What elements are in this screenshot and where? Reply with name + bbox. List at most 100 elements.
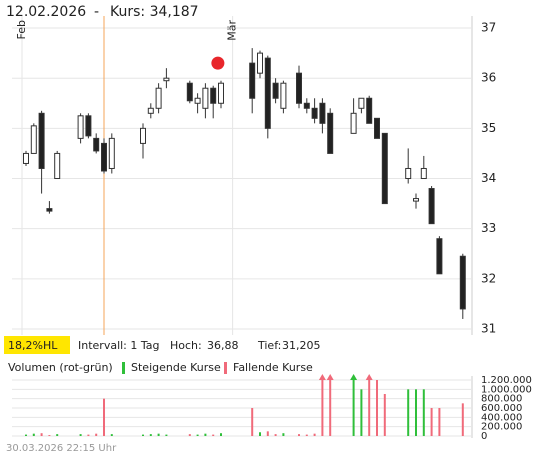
candle-body <box>366 97 373 124</box>
overflow-arrow <box>365 374 373 380</box>
volume-bar <box>407 389 410 436</box>
volume-bar <box>298 434 300 436</box>
candle-body <box>210 87 217 104</box>
volume-bar <box>266 431 269 436</box>
candle-body <box>428 188 435 225</box>
header-separator: - <box>94 4 99 20</box>
candle-body <box>147 107 154 114</box>
y-tick-label: 35 <box>481 121 496 135</box>
candle-body <box>30 125 37 154</box>
overflow-arrow <box>350 374 358 380</box>
candle-body <box>202 87 209 109</box>
volume-bar <box>376 380 378 436</box>
candle-body <box>249 62 256 99</box>
candle-body <box>436 238 443 275</box>
volume-bar <box>32 433 35 436</box>
high: 36,88 <box>207 339 239 352</box>
x-tick-label: Mär <box>226 20 239 41</box>
overflow-arrow <box>318 374 326 380</box>
y-tick-label: 1.200.000 <box>481 375 532 386</box>
y-tick-label: 600.000 <box>481 403 522 414</box>
candle-body <box>93 137 100 152</box>
candle-body <box>186 82 193 102</box>
candle-body <box>358 97 365 109</box>
volume-bar <box>352 380 355 436</box>
volume-bar <box>329 380 332 436</box>
legend-label: Steigende Kurse <box>131 361 221 374</box>
candle-body <box>319 102 326 124</box>
candle-body <box>272 82 279 99</box>
y-tick-label: 32 <box>481 271 496 285</box>
header-price: Kurs: 34,187 <box>110 4 199 20</box>
candle-body <box>23 152 29 164</box>
y-tick-label: 200.000 <box>481 422 522 433</box>
candle-body <box>420 167 427 180</box>
volume-bar <box>188 434 191 436</box>
volume-bar <box>79 434 82 436</box>
volume-bar <box>313 433 316 436</box>
candle-body <box>280 82 287 109</box>
volume-bar <box>157 433 160 436</box>
volume-bar <box>415 389 417 436</box>
y-tick-label: 1.000.000 <box>481 384 532 395</box>
candle-body <box>85 115 92 137</box>
legend-swatch <box>122 362 125 374</box>
interval: Intervall: 1 Tag <box>78 339 160 352</box>
candle-body <box>38 112 45 169</box>
volume-bar <box>40 433 43 436</box>
candle-body <box>413 198 419 202</box>
header-date: 12.02.2026 <box>6 4 86 20</box>
candle-body <box>77 115 84 139</box>
legend-label: Fallende Kurse <box>233 361 313 374</box>
y-tick-label: 37 <box>481 21 496 35</box>
candle-body <box>303 102 310 109</box>
candle-body <box>163 77 170 82</box>
candle-body <box>194 97 201 104</box>
volume-bar <box>149 434 152 436</box>
volume-bar <box>87 434 90 436</box>
candle-body <box>218 82 224 104</box>
volume-title: Volumen (rot-grün) <box>8 361 113 374</box>
candle-body <box>264 57 271 129</box>
volume-bar <box>212 434 215 436</box>
candle-body <box>108 137 115 169</box>
overflow-arrow <box>326 374 334 380</box>
x-tick-label: Feb <box>15 20 28 39</box>
candle-body <box>405 167 412 180</box>
volume-bar <box>142 434 144 436</box>
volume-bar <box>48 435 51 436</box>
candle-body <box>327 112 334 154</box>
high-label: Hoch: <box>170 339 202 352</box>
candle-body <box>257 52 263 74</box>
volume-bar <box>321 380 324 436</box>
y-tick-label: 31 <box>481 321 496 335</box>
candle-body <box>374 117 380 139</box>
candle-body <box>350 112 357 134</box>
y-tick-label: 400.000 <box>481 412 522 423</box>
volume-bar <box>196 434 199 436</box>
volume-bar <box>461 403 464 436</box>
volume-bar <box>56 434 59 436</box>
range-highlight <box>4 336 70 354</box>
y-tick-label: 36 <box>481 71 496 85</box>
volume-bar <box>110 434 113 436</box>
volume-bar <box>259 432 261 436</box>
candle-body <box>140 127 146 144</box>
candle-body <box>311 107 318 119</box>
volume-bar <box>305 434 308 436</box>
volume-bar <box>282 433 285 436</box>
volume-bar <box>165 434 168 436</box>
event-marker <box>211 56 225 70</box>
candle-body <box>101 142 107 172</box>
low-label: Tief: <box>257 339 281 352</box>
volume-bar <box>25 434 27 436</box>
low: 31,205 <box>282 339 321 352</box>
legend-swatch <box>224 362 227 374</box>
y-tick-label: 800.000 <box>481 394 522 405</box>
candle-body <box>381 132 388 205</box>
volume-bar <box>220 433 222 436</box>
candle-body <box>459 255 466 310</box>
volume-bar <box>360 389 363 436</box>
y-tick-label: 34 <box>481 171 496 185</box>
